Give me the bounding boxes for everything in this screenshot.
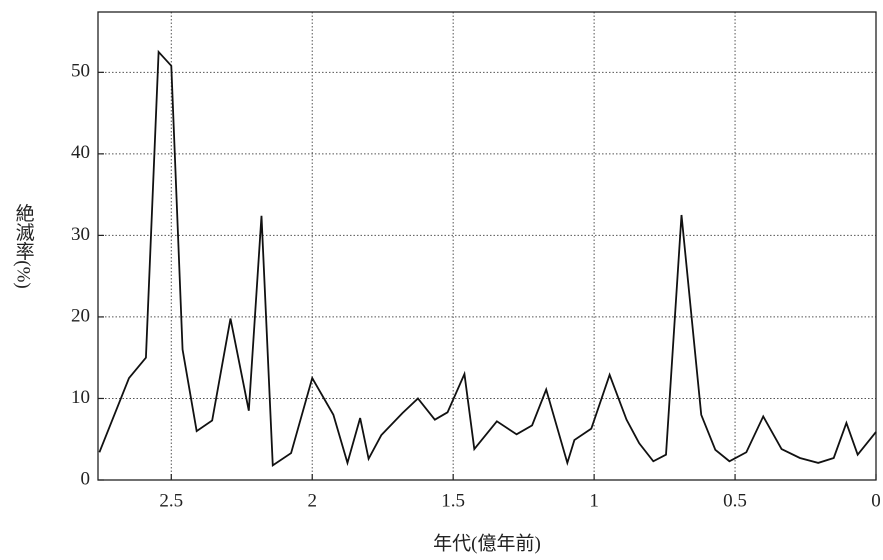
y-tick-label: 30 — [71, 224, 90, 245]
x-axis-label: 年代(億年前) — [433, 532, 541, 554]
plot-frame — [97, 11, 877, 481]
y-tick-label: 40 — [71, 142, 90, 163]
x-tick-label: 2.5 — [159, 490, 183, 511]
y-tick-label: 50 — [71, 61, 90, 82]
y-tick-label: 20 — [71, 305, 90, 326]
x-tick-label: 0 — [871, 490, 881, 511]
x-tick-label: 1 — [589, 490, 599, 511]
y-axis-label: 絶滅率(%) — [13, 203, 35, 289]
y-tick-label: 0 — [81, 468, 91, 489]
data-line — [98, 49, 877, 467]
x-tick-label: 0.5 — [723, 490, 747, 511]
x-tick-label: 1.5 — [441, 490, 465, 511]
y-tick-label: 10 — [71, 387, 90, 408]
x-tick-label: 2 — [307, 490, 317, 511]
